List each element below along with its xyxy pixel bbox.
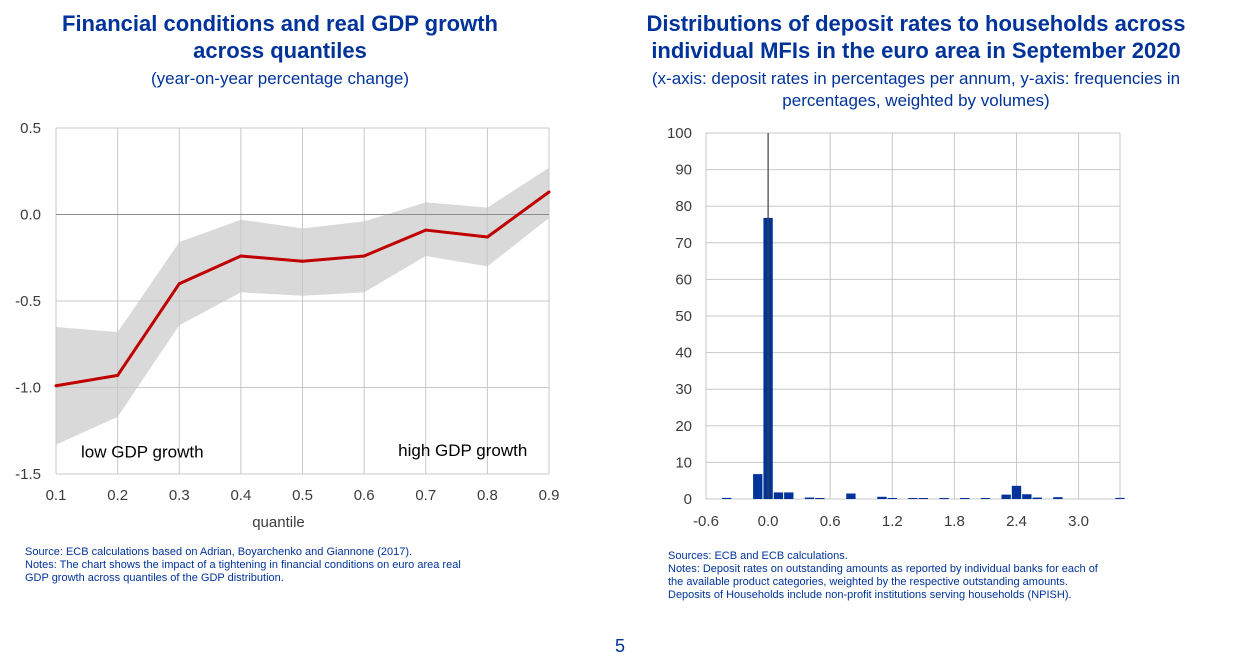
series-point xyxy=(116,373,120,377)
series-point xyxy=(301,259,304,263)
x-tick-label: 0.1 xyxy=(46,487,67,504)
y-tick-label: -1.5 xyxy=(15,466,41,483)
annotation-label: high GDP growth xyxy=(398,441,527,460)
series-point xyxy=(485,235,489,239)
histogram-bar xyxy=(1032,497,1042,499)
left-title-line: Financial conditions and real GDP growth xyxy=(62,11,498,36)
right-subtitle-line: percentages, weighted by volumes) xyxy=(782,91,1050,110)
right-notes: Sources: ECB and ECB calculations. Notes… xyxy=(668,550,1098,602)
histogram-bar xyxy=(815,498,825,499)
x-tick-label: 0.7 xyxy=(415,487,436,504)
y-tick-label: 10 xyxy=(675,454,692,471)
x-tick-label: 0.2 xyxy=(107,487,128,504)
histogram-bar xyxy=(918,498,929,499)
x-tick-label: 1.8 xyxy=(944,513,965,530)
right-notes-line: Deposits of Households include non-profi… xyxy=(668,589,1072,601)
left-notes-line: GDP growth across quantiles of the GDP d… xyxy=(25,572,284,584)
series-point xyxy=(362,254,366,258)
annotation-label: low GDP growth xyxy=(81,443,204,462)
x-tick-label: 0.9 xyxy=(539,487,560,504)
y-tick-label: 100 xyxy=(667,125,692,142)
y-tick-label: 0.5 xyxy=(20,120,41,137)
y-tick-label: 80 xyxy=(675,198,692,215)
y-tick-label: -1.0 xyxy=(15,380,41,397)
x-tick-label: 0.5 xyxy=(292,487,313,504)
histogram-bar xyxy=(773,492,784,499)
x-tick-label: 0.6 xyxy=(354,487,375,504)
histogram-bar xyxy=(908,498,918,499)
x-tick-label: -0.6 xyxy=(693,513,719,530)
x-tick-label: 1.2 xyxy=(882,513,903,530)
y-tick-label: 50 xyxy=(675,308,692,325)
histogram-bar xyxy=(784,492,794,499)
x-axis-label: quantile xyxy=(252,514,305,531)
histogram-bar xyxy=(960,498,970,499)
left-source-note: Source: ECB calculations based on Adrian… xyxy=(25,546,413,558)
series-point xyxy=(54,384,58,388)
x-tick-label: 0.4 xyxy=(230,487,251,504)
right-notes-line: the available product categories, weight… xyxy=(668,576,1068,588)
quantile-line-chart: 0.5 0.0 -0.5 -1.0 -1.5 0.1 0.2 0.3 0.4 0.5 0.6 0.7 0… xyxy=(15,120,560,531)
histogram-bar xyxy=(804,497,815,499)
y-tick-label: 20 xyxy=(675,418,692,435)
y-tick-label: 70 xyxy=(675,235,692,252)
y-tick-label: 90 xyxy=(675,162,692,179)
histogram-bar xyxy=(887,498,897,499)
y-tick-label: 60 xyxy=(675,271,692,288)
page-number: 5 xyxy=(614,636,625,656)
histogram-bar xyxy=(846,493,856,499)
series-point xyxy=(424,228,428,232)
right-title: Distributions of deposit rates to househ… xyxy=(598,10,1234,64)
right-subtitle: (x-axis: deposit rates in percentages pe… xyxy=(598,68,1234,112)
x-tick-label: 0.0 xyxy=(758,513,779,530)
left-subtitle: (year-on-year percentage change) xyxy=(10,68,550,90)
y-tick-label: 30 xyxy=(675,381,692,398)
y-tick-label: -0.5 xyxy=(15,293,41,310)
histogram-bar xyxy=(939,498,949,499)
right-title-line: Distributions of deposit rates to househ… xyxy=(646,11,1186,36)
histogram-bar xyxy=(1115,497,1125,499)
histogram-bar xyxy=(1011,485,1022,499)
series-point xyxy=(547,190,551,194)
x-tick-label: 0.3 xyxy=(169,487,190,504)
y-tick-label: 40 xyxy=(675,345,692,362)
histogram-bar xyxy=(1053,497,1063,499)
histogram-bar xyxy=(980,498,991,499)
left-notes-line: Notes: The chart shows the impact of a t… xyxy=(25,559,461,571)
histogram-bar xyxy=(753,474,763,499)
series-point xyxy=(177,282,181,286)
x-tick-label: 3.0 xyxy=(1068,513,1089,530)
deposit-rate-histogram: 0 10 20 30 40 50 60 70 80 90 100 -0.6 0.0 0.6 1.2 1.8 2.… xyxy=(667,125,1125,530)
histogram-bar xyxy=(877,496,887,499)
left-subtitle-line: (year-on-year percentage change) xyxy=(151,69,409,88)
histogram-bar xyxy=(1001,494,1011,499)
histogram-bar xyxy=(1022,494,1032,499)
series-point xyxy=(239,254,243,258)
right-title-line: individual MFIs in the euro area in Sept… xyxy=(651,38,1181,63)
x-tick-label: 0.8 xyxy=(477,487,498,504)
right-source-note: Sources: ECB and ECB calculations. xyxy=(668,550,848,562)
right-notes-line: Notes: Deposit rates on outstanding amou… xyxy=(668,563,1098,575)
y-tick-label: 0.0 xyxy=(20,207,41,224)
left-title: Financial conditions and real GDP growth… xyxy=(10,10,550,64)
right-subtitle-line: (x-axis: deposit rates in percentages pe… xyxy=(651,69,1181,88)
x-tick-label: 2.4 xyxy=(1006,513,1027,530)
x-tick-label: 0.6 xyxy=(820,513,841,530)
y-tick-label: 0 xyxy=(684,491,692,508)
left-title-line: across quantiles xyxy=(193,38,367,63)
histogram-bar xyxy=(722,497,732,499)
left-notes: Source: ECB calculations based on Adrian… xyxy=(25,546,461,585)
